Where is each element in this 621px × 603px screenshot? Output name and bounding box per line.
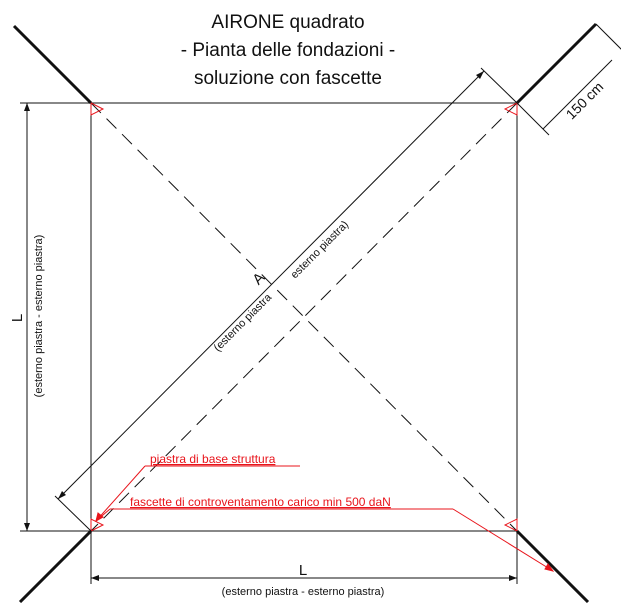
base-plate-bottom-left: [90, 518, 105, 532]
title-line-3: soluzione con fascette: [194, 68, 382, 89]
base-plate-top-right: [503, 102, 518, 116]
dimension-left-note: (esterno piastra - esterno piastra): [33, 235, 45, 398]
dimension-bottom-symbol: L: [299, 562, 307, 579]
dashed-diagonal-1: [90, 102, 518, 532]
guy-wire-bottom-left: [18, 529, 93, 603]
dimension-left-symbol: L: [9, 314, 26, 322]
dimension-diagonal-note-a: (esterno piastra: [212, 291, 275, 354]
annotation-base-plate-leader: [95, 465, 300, 523]
dimension-diagonal-note-b: esterno piastra): [289, 219, 352, 282]
annotation-base-plate: piastra di base struttura: [150, 452, 276, 466]
annotation-straps: fascette di controventamento carico min …: [130, 495, 391, 509]
dimension-bottom: [90, 531, 518, 584]
dimension-diagonal-symbol: A: [249, 269, 268, 288]
dimension-bottom-note: (esterno piastra - esterno piastra): [222, 586, 385, 598]
title-line-1: AIRONE quadrato: [211, 12, 364, 33]
dimension-diagonal: [54, 67, 518, 532]
base-plate-top-left: [90, 102, 105, 116]
dimension-left: [20, 102, 91, 532]
guy-wire-bottom-right: [515, 529, 590, 603]
guy-wire-top-right: [515, 22, 598, 105]
foundation-square: [90, 102, 518, 532]
guy-length-label: 150 cm: [563, 79, 607, 123]
dashed-diagonal-2: [90, 102, 518, 532]
title-line-2: - Pianta delle fondazioni -: [181, 40, 395, 61]
base-plate-bottom-right: [503, 518, 518, 532]
guy-wire-top-left: [12, 24, 93, 105]
annotation-straps-leader: [95, 508, 555, 572]
dimension-guy-length: [516, 23, 621, 136]
